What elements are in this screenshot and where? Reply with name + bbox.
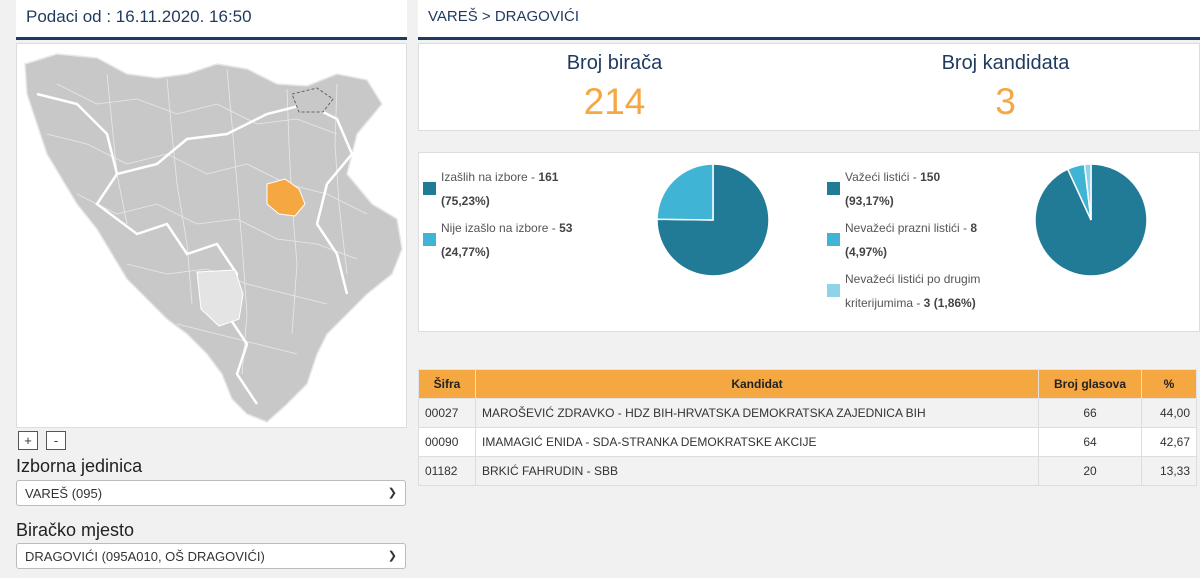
turnout-slice-1[interactable] <box>656 163 714 221</box>
table-row[interactable]: 00027 MAROŠEVIĆ ZDRAVKO - HDZ BIH-HRVATS… <box>418 398 1197 428</box>
legend-count: 3 <box>923 296 931 310</box>
header-code[interactable]: Šifra <box>418 369 476 399</box>
turnout-legend-item: Nije izašlo na izbore - 53 (24,77%) <box>423 216 623 264</box>
legend-pct: (93,17%) <box>845 194 894 208</box>
polling-station-value: DRAGOVIĆI (095A010, OŠ DRAGOVIĆI) <box>25 549 265 564</box>
voters-stat: Broj birača 214 <box>419 52 810 123</box>
map-brcko-district[interactable] <box>291 87 334 113</box>
candidates-value: 3 <box>995 81 1016 122</box>
ballots-legend-item: Nevažeći listići po drugim kriterijumima … <box>827 267 1037 315</box>
summary-stats: Broj birača 214 Broj kandidata 3 <box>418 43 1200 131</box>
turnout-legend-item: Izašlih na izbore - 161 (75,23%) <box>423 165 623 213</box>
header-pct[interactable]: % <box>1141 369 1197 399</box>
legend-swatch <box>827 182 840 195</box>
legend-label: Izašlih na izbore - <box>441 170 539 184</box>
electoral-unit-label: Izborna jedinica <box>16 456 143 476</box>
cell-pct: 42,67 <box>1141 427 1197 457</box>
legend-pct: (24,77%) <box>441 245 490 259</box>
electoral-unit-select[interactable]: VAREŠ (095) ❯ <box>16 480 406 506</box>
cell-candidate: BRKIĆ FAHRUDIN - SBB <box>475 456 1039 486</box>
zoom-out-button[interactable]: - <box>46 431 66 450</box>
map[interactable] <box>16 43 407 428</box>
legend-pct: (75,23%) <box>441 194 490 208</box>
candidates-label: Broj kandidata <box>941 52 1070 74</box>
table-header-row: Šifra Kandidat Broj glasova % <box>418 369 1197 399</box>
legend-swatch <box>827 284 840 297</box>
voters-label: Broj birača <box>566 52 663 74</box>
map-country-shape <box>24 53 403 423</box>
legend-label: Nevažeći listići po drugim <box>845 272 981 286</box>
cell-pct: 13,33 <box>1141 456 1197 486</box>
cell-votes: 64 <box>1038 427 1142 457</box>
legend-pct: (4,97%) <box>845 245 888 259</box>
legend-count: 8 <box>970 221 978 235</box>
cell-pct: 44,00 <box>1141 398 1197 428</box>
cell-code: 00027 <box>418 398 476 428</box>
results-table: Šifra Kandidat Broj glasova % 00027 MARO… <box>418 369 1197 486</box>
legend-count: 150 <box>920 170 941 184</box>
legend-label: Nije izašlo na izbore - <box>441 221 560 235</box>
cell-code: 01182 <box>418 456 476 486</box>
breadcrumb: VAREŠ > DRAGOVIĆI <box>418 0 1200 40</box>
polling-station-select[interactable]: DRAGOVIĆI (095A010, OŠ DRAGOVIĆI) ❯ <box>16 543 406 569</box>
zoom-in-button[interactable]: + <box>18 431 38 450</box>
data-timestamp-header: Podaci od : 16.11.2020. 16:50 <box>16 0 407 40</box>
cell-code: 00090 <box>418 427 476 457</box>
right-panel: VAREŠ > DRAGOVIĆI Broj birača 214 Broj k… <box>418 0 1200 578</box>
legend-swatch <box>423 182 436 195</box>
map-light-region[interactable] <box>196 269 244 327</box>
legend-label: kriterijumima - <box>845 296 924 310</box>
breadcrumb-text: VAREŠ > DRAGOVIĆI <box>428 8 580 25</box>
table-row[interactable]: 00090 IMAMAGIĆ ENIDA - SDA-STRANKA DEMOK… <box>418 427 1197 457</box>
table-row[interactable]: 01182 BRKIĆ FAHRUDIN - SBB 20 13,33 <box>418 456 1197 486</box>
legend-label: Nevažeći prazni listići - <box>845 221 971 235</box>
legend-swatch <box>423 233 436 246</box>
legend-swatch <box>827 233 840 246</box>
data-timestamp: Podaci od : 16.11.2020. 16:50 <box>26 7 252 26</box>
cell-votes: 20 <box>1038 456 1142 486</box>
ballots-slice-2[interactable] <box>1083 163 1092 221</box>
cell-candidate: IMAMAGIĆ ENIDA - SDA-STRANKA DEMOKRATSKE… <box>475 427 1039 457</box>
chevron-down-icon: ❯ <box>387 550 397 562</box>
map-municipality-borders <box>46 68 368 375</box>
candidates-stat: Broj kandidata 3 <box>810 52 1200 123</box>
legend-count: 53 <box>559 221 573 235</box>
turnout-slice-0[interactable] <box>656 163 770 277</box>
legend-pct: (1,86%) <box>933 296 976 310</box>
chevron-down-icon: ❯ <box>387 487 397 499</box>
voters-value: 214 <box>583 81 646 122</box>
ballots-legend-item: Nevažeći prazni listići - 8 (4,97%) <box>827 216 1027 264</box>
header-candidate[interactable]: Kandidat <box>475 369 1039 399</box>
electoral-unit-value: VAREŠ (095) <box>25 486 103 501</box>
cell-votes: 66 <box>1038 398 1142 428</box>
legend-label: Važeći listići - <box>845 170 921 184</box>
legend-count: 161 <box>538 170 559 184</box>
turnout-pie-chart <box>656 163 770 277</box>
left-panel: Podaci od : 16.11.2020. 16:50 <box>16 0 407 578</box>
map-selected-municipality-vares[interactable] <box>266 178 306 217</box>
ballots-pie-chart <box>1034 163 1148 277</box>
header-votes[interactable]: Broj glasova <box>1038 369 1142 399</box>
bih-map[interactable] <box>17 44 407 428</box>
polling-station-label: Biračko mjesto <box>16 520 135 540</box>
ballots-legend-item: Važeći listići - 150 (93,17%) <box>827 165 1027 213</box>
charts-panel: Izašlih na izbore - 161 (75,23%) Nije iza… <box>418 152 1200 332</box>
cell-candidate: MAROŠEVIĆ ZDRAVKO - HDZ BIH-HRVATSKA DEM… <box>475 398 1039 428</box>
